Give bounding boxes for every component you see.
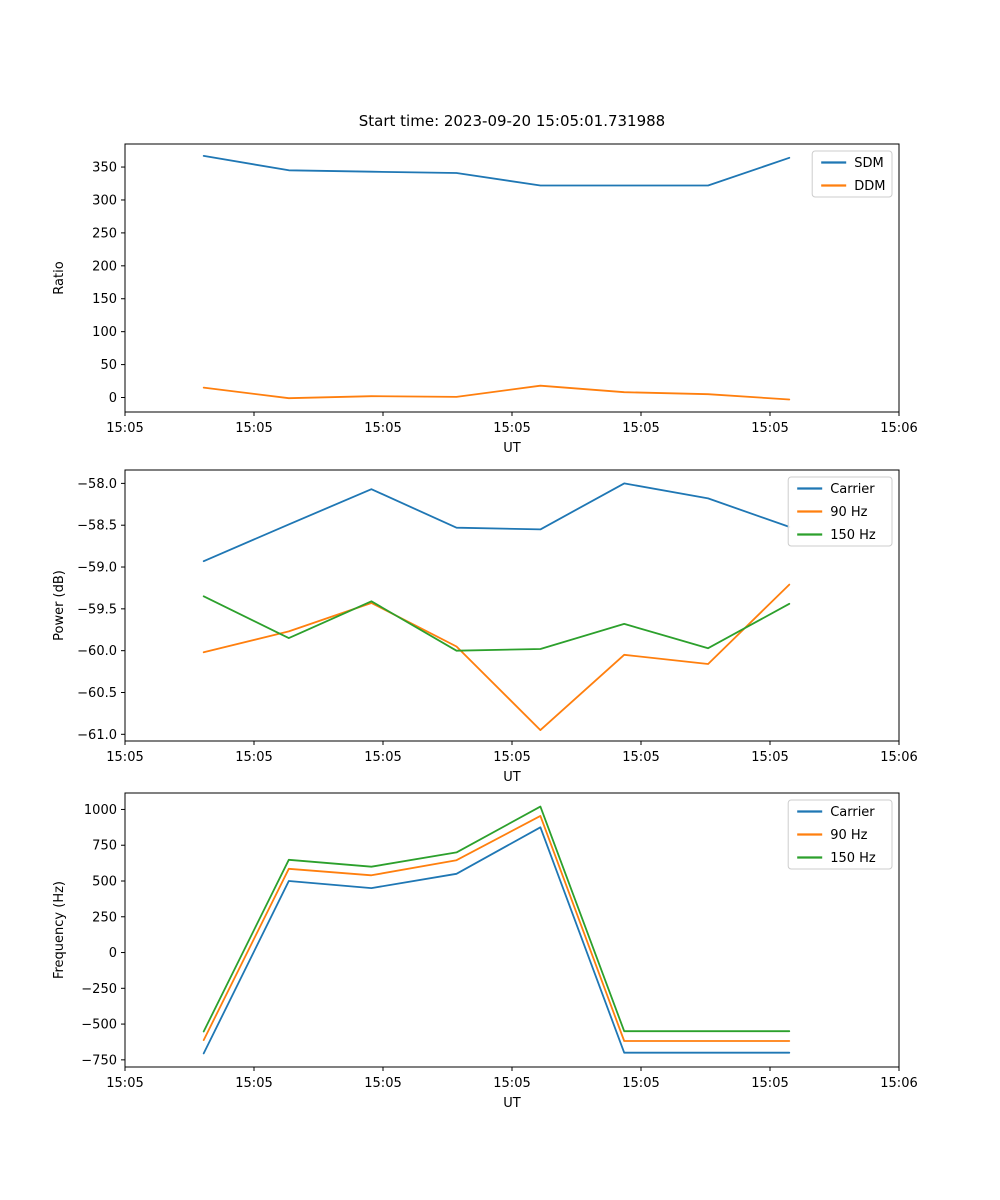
frequency-chart-canvas: −750 −500 −250 0 250 500 750 1000 15:05 15:05 15:0…: [52, 792, 918, 1111]
series-line-90-hz: [202, 583, 791, 732]
x-axis-label: UT: [503, 1096, 521, 1111]
x-tick-label: 15:05: [235, 421, 272, 436]
y-tick-label: 150: [92, 292, 117, 307]
x-axis-label: UT: [503, 770, 521, 785]
y-tick-label: 0: [109, 946, 117, 961]
y-tick-label: −59.5: [77, 602, 117, 617]
legend-label-sdm: SDM: [854, 156, 883, 171]
x-axis-label: UT: [503, 441, 521, 456]
legend-label-150-hz: 150 Hz: [830, 851, 876, 866]
legend-label-90-hz: 90 Hz: [830, 505, 867, 520]
y-tick-label: 750: [92, 839, 117, 854]
y-tick-label: −60.5: [77, 686, 117, 701]
x-tick-label: 15:05: [106, 1076, 143, 1091]
y-tick-label: 100: [92, 325, 117, 340]
y-tick-label: 350: [92, 161, 117, 176]
legend-label-ddm: DDM: [854, 179, 885, 194]
y-tick-label: −250: [81, 982, 117, 997]
legend-box: [787, 799, 893, 870]
y-tick-label: −500: [81, 1018, 117, 1033]
power-chart: −61.0 −60.5 −60.0 −59.5 −59.0 −58.5 −58.0 15:05…: [0, 460, 1000, 790]
legend-box: [787, 476, 893, 547]
y-tick-label: −59.0: [77, 561, 117, 576]
y-tick-label: 250: [92, 226, 117, 241]
plot-frame: [124, 143, 900, 413]
x-tick-label: 15:05: [364, 1076, 401, 1091]
x-tick-label: 15:05: [493, 1076, 530, 1091]
y-tick-label: 250: [92, 910, 117, 925]
y-tick-label: 300: [92, 193, 117, 208]
series-line-150-hz: [202, 805, 791, 1033]
x-tick-label: 15:05: [751, 750, 788, 765]
ratio-chart: 0 50 100 150 200 250 300 350 15:05 15:05 15:05 15:0…: [0, 100, 1000, 460]
x-tick-label: 15:06: [880, 750, 917, 765]
legend-label-150-hz: 150 Hz: [830, 528, 876, 543]
series-line-sdm: [202, 155, 791, 187]
y-tick-label: 200: [92, 259, 117, 274]
y-tick-label: 500: [92, 874, 117, 889]
x-tick-label: 15:05: [751, 1076, 788, 1091]
legend-label-carrier: Carrier: [830, 482, 875, 497]
plot-frame: [124, 469, 900, 742]
y-tick-label: −61.0: [77, 728, 117, 743]
x-tick-label: 15:05: [106, 421, 143, 436]
x-tick-label: 15:06: [880, 421, 917, 436]
legend-label-90-hz: 90 Hz: [830, 828, 867, 843]
y-tick-label: −58.0: [77, 477, 117, 492]
x-tick-label: 15:06: [880, 1076, 917, 1091]
frequency-chart: −750 −500 −250 0 250 500 750 1000 15:05 15:05 15:0…: [0, 785, 1000, 1140]
ratio-chart-canvas: 0 50 100 150 200 250 300 350 15:05 15:05 15:05 15:0…: [52, 143, 918, 456]
x-tick-label: 15:05: [493, 421, 530, 436]
series-line-90-hz: [202, 814, 791, 1042]
x-tick-label: 15:05: [235, 750, 272, 765]
x-tick-label: 15:05: [235, 1076, 272, 1091]
plot-frame: [124, 792, 900, 1068]
x-tick-label: 15:05: [106, 750, 143, 765]
x-tick-label: 15:05: [493, 750, 530, 765]
x-tick-label: 15:05: [364, 421, 401, 436]
y-axis-label: Frequency (Hz): [52, 881, 67, 979]
y-tick-label: 50: [100, 358, 117, 373]
series-line-carrier: [202, 826, 791, 1055]
y-tick-label: −60.0: [77, 644, 117, 659]
series-line-150-hz: [202, 595, 791, 652]
x-tick-label: 15:05: [622, 750, 659, 765]
series-line-ddm: [202, 384, 791, 401]
figure-title: Start time: 2023-09-20 15:05:01.731988: [358, 112, 666, 130]
y-axis-label: Power (dB): [52, 570, 67, 641]
y-tick-label: −750: [81, 1053, 117, 1068]
x-tick-label: 15:05: [622, 421, 659, 436]
legend-label-carrier: Carrier: [830, 805, 875, 820]
y-axis-label: Ratio: [52, 261, 67, 294]
power-chart-canvas: −61.0 −60.5 −60.0 −59.5 −59.0 −58.5 −58.0 15:05…: [52, 469, 918, 785]
x-tick-label: 15:05: [622, 1076, 659, 1091]
y-tick-label: 0: [109, 391, 117, 406]
series-line-carrier: [202, 482, 791, 563]
y-tick-label: 1000: [84, 803, 117, 818]
x-tick-label: 15:05: [364, 750, 401, 765]
x-tick-label: 15:05: [751, 421, 788, 436]
y-tick-label: −58.5: [77, 519, 117, 534]
